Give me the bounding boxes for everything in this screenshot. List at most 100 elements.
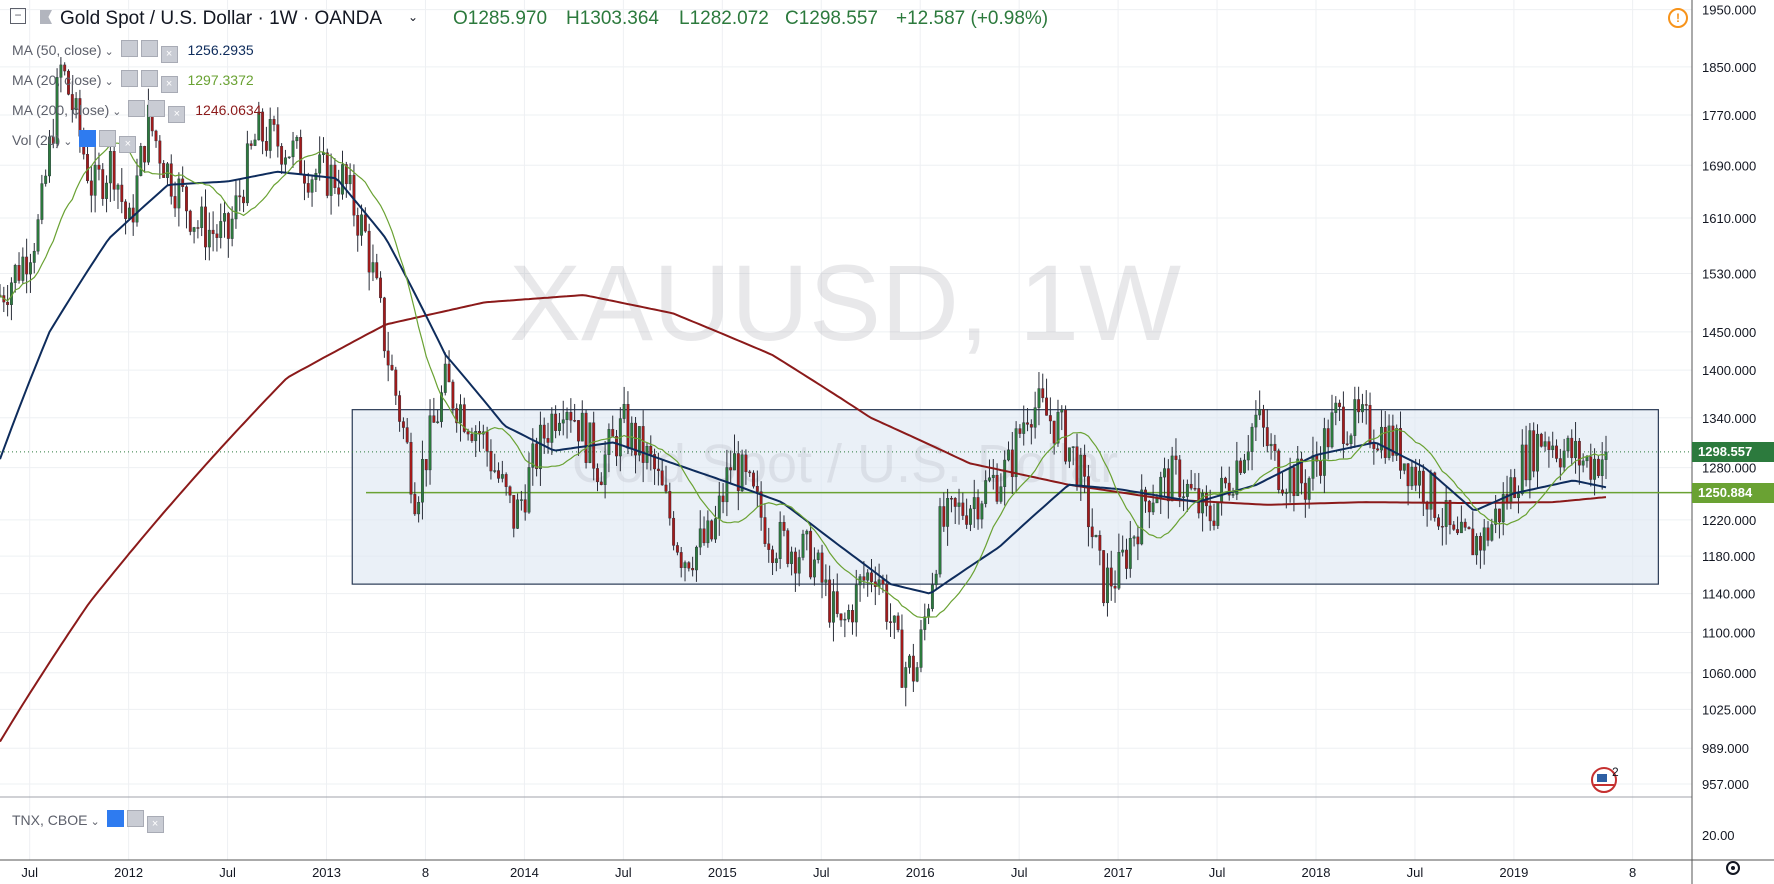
candle-body [291,140,295,158]
candle-body [649,446,653,455]
candle-body [1562,450,1566,468]
time-tick-label: 2015 [708,865,737,880]
candle-body [1311,455,1315,479]
close-icon[interactable]: × [160,76,178,93]
candle-body [957,502,961,507]
time-tick-label: Jul [813,865,830,880]
candle-body [1170,455,1174,502]
candle-body [824,579,828,583]
candle-body [1551,445,1555,451]
candle-body [127,207,131,219]
close-icon[interactable]: × [146,816,164,833]
candle-body [1604,451,1608,460]
candle-body [245,143,249,204]
minus-square-icon[interactable]: − [10,8,26,24]
close-icon[interactable]: × [160,46,178,63]
candle-body [915,667,919,682]
candle-body [89,180,93,196]
candle-body [1258,409,1262,416]
close-icon[interactable]: × [168,106,186,123]
settings-icon[interactable] [140,70,158,87]
candle-body [885,583,889,622]
candle-body [1033,407,1037,428]
indicator-ma20[interactable]: MA (20, close) ⌄ × 1297.3372 [12,70,254,93]
candle-body [1600,459,1604,476]
settings-icon[interactable] [126,810,144,827]
open-value: O1285.970 [453,8,548,29]
candle-body [653,454,657,470]
close-icon[interactable]: × [119,136,137,153]
candle-body [656,468,660,471]
candle-body [1231,494,1235,496]
candle-body [877,579,881,587]
indicator-label: MA (50, close) [12,42,102,58]
eye-icon[interactable] [120,70,138,87]
candle-body [181,178,185,187]
symbol-description[interactable]: Gold Spot / U.S. Dollar · 1W · OANDA [60,8,383,29]
chevron-down-icon[interactable]: ⌄ [408,10,419,24]
candle-body [272,119,276,125]
candle-body [1292,467,1296,497]
candle-body [1102,550,1106,604]
candle-body [1387,425,1391,458]
last-price-label: 1298.557 [1692,441,1774,462]
hidden-eye-icon[interactable] [79,130,97,147]
flag-icon[interactable] [40,10,52,24]
candle-body [1383,426,1387,458]
candle-body [851,610,854,623]
price-tick-label: 1770.000 [1702,108,1756,123]
candle-body [352,174,356,216]
chevron-down-icon[interactable]: ⌄ [63,136,73,148]
chevron-down-icon[interactable]: ⌄ [112,106,122,118]
candle-body [763,517,767,544]
settings-icon[interactable] [148,100,166,117]
eye-icon[interactable] [128,100,146,117]
indicator-ma50[interactable]: MA (50, close) ⌄ × 1256.2935 [12,40,254,63]
candle-body [238,195,242,198]
settings-icon[interactable] [99,130,117,147]
indicator-ma200[interactable]: MA (200, close) ⌄ × 1246.0634 [12,100,261,123]
candle-body [1163,468,1166,478]
candle-body [116,184,120,190]
chevron-down-icon[interactable]: ⌄ [104,46,114,58]
candle-body [679,552,683,568]
candle-body [896,615,900,631]
candle-body [1391,425,1395,456]
candle-body [1288,467,1292,493]
candle-body [223,213,226,222]
news-flag-icon[interactable]: 2 [1591,765,1619,793]
eye-icon[interactable] [120,40,138,57]
gear-icon[interactable] [1726,861,1740,875]
time-axis: Jul 2012 Jul 2013 8 2014 Jul 2015 Jul 2016 Jul 2017… [21,865,1636,880]
candle-body [1067,447,1071,462]
candle-body [112,151,116,190]
range-rectangle[interactable] [351,409,1659,585]
chevron-down-icon[interactable]: ⌄ [104,76,114,88]
candle-body [519,499,523,501]
candle-body [1429,472,1433,510]
candle-body [226,213,230,239]
candle-body [991,474,995,478]
settings-icon[interactable] [140,40,158,57]
candle-body [854,584,858,623]
chevron-down-icon[interactable]: ⌄ [90,816,100,828]
candle-body [409,442,413,495]
candle-body [6,301,10,305]
candle-body [1459,521,1463,534]
ma-200-line [0,294,1607,743]
candle-body [1402,463,1406,471]
candle-body [1357,399,1361,413]
candle-body [801,533,805,558]
candle-body [497,470,500,479]
alert-circle-icon[interactable]: ! [1668,8,1688,28]
indicator-value: 1256.2935 [187,42,254,58]
indicator-label: MA (200, close) [12,102,110,118]
lower-pane-legend[interactable]: TNX, CBOE ⌄ × [12,810,164,833]
candle-body [1090,526,1094,538]
candle-body [207,229,211,248]
hidden-eye-icon[interactable] [106,810,124,827]
indicator-volume[interactable]: Vol (20) ⌄ × [12,130,137,153]
candle-body [13,265,17,283]
candle-body [580,412,584,442]
